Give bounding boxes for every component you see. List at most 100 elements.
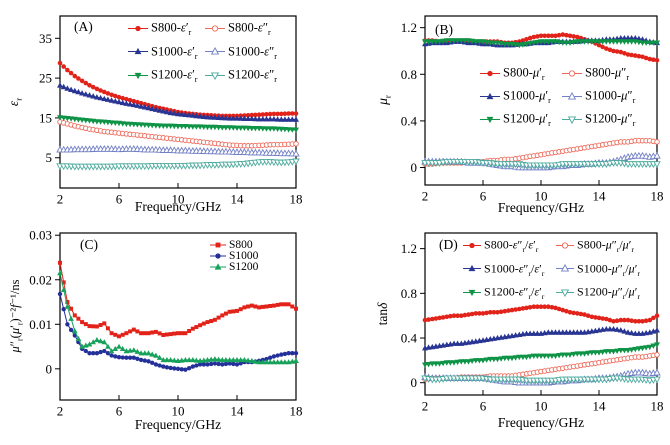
legend-marker <box>463 289 481 296</box>
legend-item-S1000-μ″ᵣ: S1000-μ″r <box>562 88 636 105</box>
legend-marker <box>128 72 148 79</box>
x-tick-label: 18 <box>651 189 664 204</box>
y-axis: 0 0.4 0.8 1.2 <box>401 20 425 175</box>
x-tick-label: 10 <box>172 192 185 207</box>
y-tick-label: 15 <box>39 110 52 125</box>
legend-marker <box>463 242 481 248</box>
subplot-b: 2 6 10 14 18 0 0.4 0.8 1.2 (B) μr Frequency/GHz … <box>335 0 670 222</box>
series-S1200-μ″ᵣ/μ′ᵣ <box>421 375 661 385</box>
legend-label: S1000-ε′r <box>151 44 198 61</box>
y-tick-label: 0 <box>411 160 418 175</box>
legend-label: S1200-ε′r <box>151 67 198 84</box>
y-tick-label: 25 <box>39 71 52 86</box>
legend-label: S800-μ′r <box>503 65 545 82</box>
x-tick-label: 14 <box>231 404 245 419</box>
x-tick-label: 14 <box>593 189 607 204</box>
y-tick-label: 1.2 <box>401 20 417 35</box>
legend-marker <box>205 46 225 55</box>
legend-label: S800-μ″r/μ′r <box>577 237 634 254</box>
y-tick-label: 35 <box>39 31 52 46</box>
legend-item-S800-μ″ᵣ/μ′ᵣ: S800-μ″r/μ′r <box>556 238 634 253</box>
y-tick-label: 0.03 <box>29 228 52 243</box>
legend-item-S1000: S1000 <box>210 250 258 262</box>
x-axis-label-d: Frequency/GHz <box>497 415 585 430</box>
x-axis: 2 6 10 14 18 <box>57 395 303 419</box>
y-tick-label: 5 <box>46 150 53 165</box>
x-axis-label-a: Frequency/GHz <box>134 199 222 214</box>
x-tick-label: 14 <box>231 192 245 207</box>
x-tick-label: 2 <box>57 404 64 419</box>
series-S1000-ε″ᵣ/ε′ᵣ <box>422 326 660 351</box>
series-S1200-ε″ᵣ <box>56 158 300 171</box>
legend-label: S800-ε′r <box>151 20 192 37</box>
legend-b: S800-μ′r S800-μ″r S1000-μ′r S1000-μ″r S1200-… <box>335 0 670 222</box>
legend-item-S1000-ε″ᵣ: S1000-ε″r <box>205 44 277 61</box>
panel-label-b: (B) <box>435 22 453 37</box>
x-tick-label: 10 <box>535 399 548 414</box>
x-tick-label: 2 <box>57 192 64 207</box>
legend-item-S1200-μ″ᵣ/μ′ᵣ: S1200-μ″r/μ′r <box>556 285 640 300</box>
legend-marker <box>463 264 481 272</box>
x-tick-label: 18 <box>290 192 303 207</box>
y-tick-label: 1.2 <box>401 241 417 256</box>
x-tick-label: 18 <box>651 399 664 414</box>
legend-label: S1000-μ″r <box>585 88 636 105</box>
x-axis: 2 6 10 14 18 <box>422 180 664 204</box>
series-S1000-ε′ᵣ <box>57 82 299 122</box>
legend-item-S1200: S1200 <box>210 261 258 273</box>
series-S800 <box>58 260 298 339</box>
legend-item-S1200-ε′ᵣ: S1200-ε′r <box>128 67 198 84</box>
legend-marker <box>562 69 582 77</box>
x-tick-label: 18 <box>290 404 303 419</box>
legend-marker <box>480 92 500 99</box>
x-tick-label: 10 <box>535 189 548 204</box>
legend-marker <box>556 288 574 297</box>
legend-c: S800 S1000 S1200 <box>0 222 335 445</box>
y-tick-label: 0.4 <box>401 331 418 346</box>
legend-item-S800-ε″ᵣ: S800-ε″r <box>205 21 271 37</box>
legend-a: S800-ε′r S800-ε″r S1000-ε′r S1000-ε″r S1200-… <box>0 0 335 222</box>
y-axis: 0 0.01 0.02 0.03 <box>29 228 60 376</box>
legend-item-S1000-μ″ᵣ/μ′ᵣ: S1000-μ″r/μ′r <box>556 261 640 277</box>
plot-area-d: 2 6 10 14 18 0 0.4 0.8 1.2 <box>401 232 664 414</box>
series-S1200-ε′ᵣ <box>57 115 299 133</box>
legend-label: S800 <box>229 239 253 251</box>
subplot-c: 2 6 10 14 18 0 0.01 0.02 0.03 (C) μ″r(μ′r)⁻²f⁻¹/… <box>0 222 335 445</box>
x-tick-label: 10 <box>172 404 185 419</box>
x-axis: 2 6 10 14 18 <box>57 183 303 207</box>
legend-label: S1000-μ′r <box>503 88 551 105</box>
panel-label-a: (A) <box>74 19 93 34</box>
series-S1200-μ′ᵣ <box>422 38 660 49</box>
legend-item-S1200-ε″ᵣ: S1200-ε″r <box>205 68 277 84</box>
plot-area-c: 2 6 10 14 18 0 0.01 0.02 0.03 <box>29 228 303 419</box>
series-S1200-ε″ᵣ/ε′ᵣ <box>422 342 660 368</box>
legend-label: S800-μ″r <box>585 65 630 82</box>
legend-item-S1000-μ′ᵣ: S1000-μ′r <box>480 88 551 105</box>
panel-label-c: (C) <box>80 237 98 252</box>
x-tick-label: 6 <box>480 399 487 414</box>
legend-label: S800-ε″r/ε′r <box>484 237 539 254</box>
legend-label: S1000-ε″r <box>228 44 277 61</box>
legend-item-S1200-μ″ᵣ: S1200-μ″r <box>562 111 636 128</box>
legend-label: S1200-ε″r/ε′r <box>484 284 545 301</box>
legend-item-S800: S800 <box>210 239 253 251</box>
legend-marker <box>205 24 225 32</box>
legend-marker <box>128 25 148 31</box>
x-tick-label: 6 <box>480 189 487 204</box>
legend-label: S1200-μ″r <box>585 111 636 128</box>
legend-marker <box>210 253 226 259</box>
subplot-a: 2 6 10 14 18 5 15 25 35 (A) εr Frequency/GHz S80… <box>0 0 335 222</box>
legend-marker <box>210 263 226 270</box>
x-axis-label-b: Frequency/GHz <box>497 200 585 215</box>
legend-item-S800-μ′ᵣ: S800-μ′r <box>480 65 545 82</box>
x-axis: 2 6 10 14 18 <box>422 390 664 414</box>
series-S1200 <box>57 270 299 365</box>
y-tick-label: 0 <box>411 375 418 390</box>
y-tick-label: 0.8 <box>401 67 417 82</box>
legend-item-S800-ε′ᵣ: S800-ε′r <box>128 20 192 37</box>
legend-item-S1000-ε″ᵣ/ε′ᵣ: S1000-ε″r/ε′r <box>463 261 544 277</box>
legend-item-S800-μ″ᵣ: S800-μ″r <box>562 65 630 82</box>
legend-marker <box>556 263 574 272</box>
legend-marker <box>205 71 225 80</box>
